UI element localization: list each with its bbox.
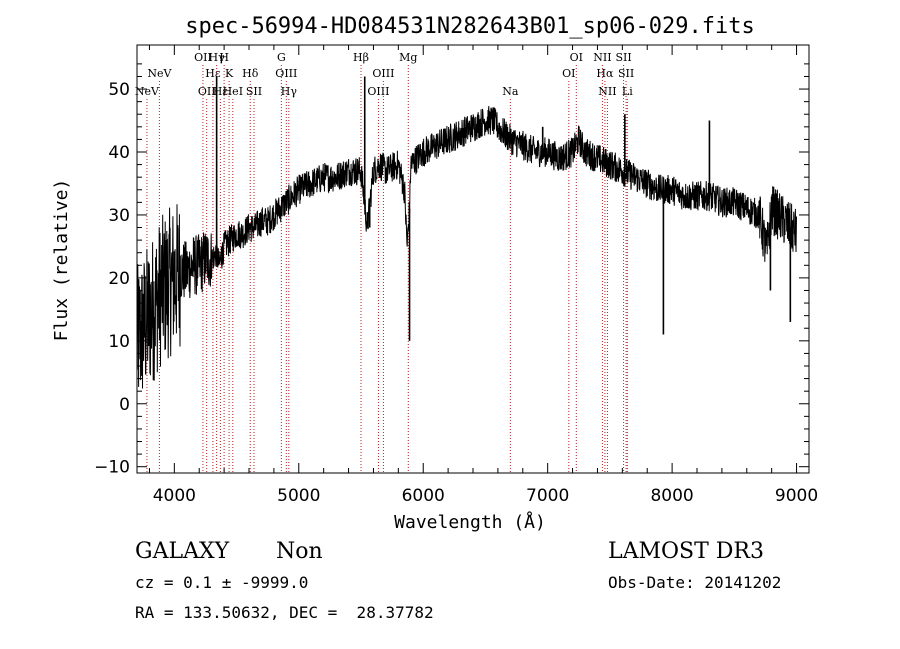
line-label: OIII — [372, 67, 394, 80]
line-label: OIII — [275, 67, 297, 80]
object-subclass: Non — [276, 539, 323, 564]
y-tick-label: 20 — [108, 269, 130, 289]
line-label: OIII — [367, 85, 389, 98]
line-label: SII — [246, 85, 262, 98]
line-label: Mg — [399, 51, 417, 64]
x-tick-label: 6000 — [402, 486, 445, 506]
y-tick-label: 10 — [108, 332, 130, 352]
x-tick-label: 5000 — [277, 486, 320, 506]
y-tick-label: 40 — [108, 143, 130, 163]
line-label: Hγ — [281, 85, 298, 98]
x-tick-label: 4000 — [153, 486, 196, 506]
line-label: SII — [618, 67, 634, 80]
line-label: NII — [598, 85, 616, 98]
line-label: Na — [502, 85, 519, 98]
x-tick-label: 7000 — [526, 486, 569, 506]
plot-frame — [137, 45, 809, 473]
ra-dec: RA = 133.50632, DEC = 28.37782 — [135, 603, 434, 622]
line-label: G — [277, 51, 286, 64]
line-label: Hβ — [353, 51, 369, 64]
line-label: NeV — [135, 85, 160, 98]
object-class: GALAXY — [135, 539, 229, 564]
y-tick-label: −10 — [94, 458, 130, 478]
line-label: Li — [622, 85, 633, 98]
survey-name: LAMOST DR3 — [608, 539, 764, 564]
line-label: K — [225, 67, 234, 80]
observation-date: Obs-Date: 20141202 — [608, 573, 781, 592]
x-tick-label: 9000 — [775, 486, 818, 506]
y-axis-label: Flux (relative) — [51, 179, 72, 342]
line-label: NeV — [147, 67, 172, 80]
line-label: Hα — [596, 67, 614, 80]
spectrum-line — [137, 106, 797, 389]
line-label: NII — [593, 51, 611, 64]
line-label: Hδ — [242, 67, 259, 80]
y-tick-label: 50 — [108, 80, 130, 100]
line-label: H — [219, 51, 229, 64]
line-label: Hε — [205, 67, 221, 80]
line-label: OI — [570, 51, 583, 64]
y-tick-label: 30 — [108, 206, 130, 226]
x-axis-label: Wavelength (Å) — [394, 511, 546, 533]
line-label: OI — [562, 67, 575, 80]
data-layer — [137, 76, 797, 388]
line-label: HeI — [223, 85, 243, 98]
y-tick-label: 0 — [119, 395, 130, 415]
line-label: SII — [615, 51, 631, 64]
chart-title: spec-56994-HD084531N282643B01_sp06-029.f… — [185, 14, 755, 39]
x-tick-label: 8000 — [650, 486, 693, 506]
redshift-cz: cz = 0.1 ± -9999.0 — [135, 573, 308, 592]
